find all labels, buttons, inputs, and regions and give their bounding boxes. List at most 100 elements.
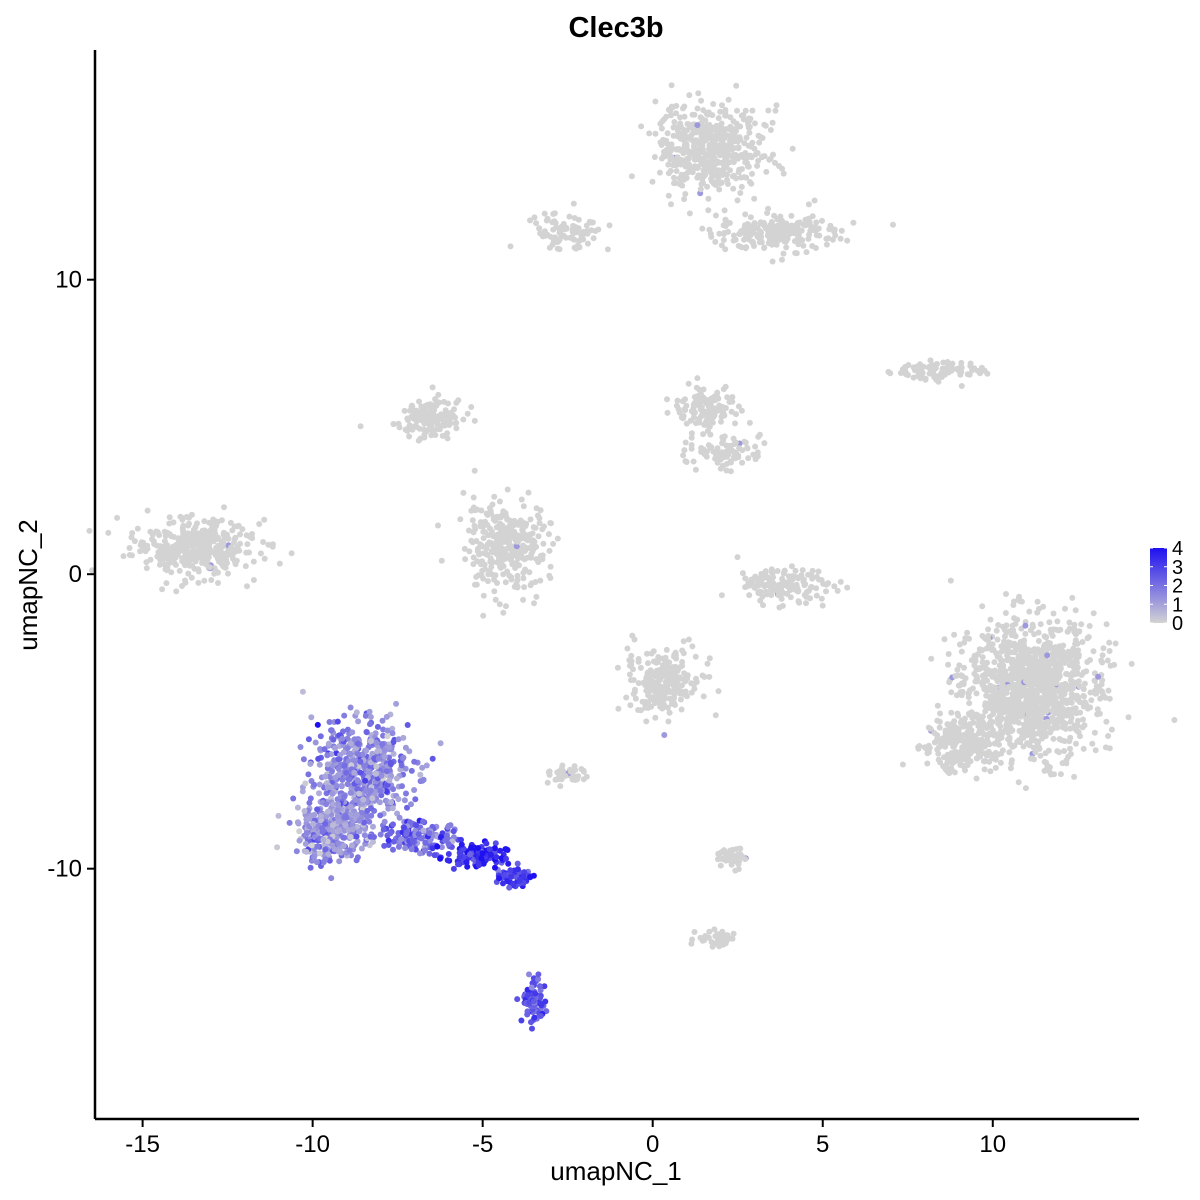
data-point [1022, 690, 1029, 697]
data-point [1106, 648, 1113, 654]
data-point [1040, 603, 1047, 610]
data-point [1084, 659, 1091, 665]
data-point [163, 580, 170, 587]
data-point [1049, 632, 1056, 639]
data-point [948, 689, 955, 696]
data-point [356, 817, 363, 824]
data-point [323, 801, 330, 808]
data-point [700, 431, 707, 438]
data-point [800, 242, 807, 249]
data-point [571, 244, 578, 251]
data-point [444, 435, 451, 442]
data-point [422, 427, 429, 434]
data-point [435, 522, 441, 529]
data-point [457, 516, 464, 523]
data-point [556, 773, 563, 780]
data-point [175, 535, 182, 542]
data-point [317, 746, 324, 752]
data-point [940, 763, 947, 770]
data-point [500, 571, 507, 578]
data-point [1068, 652, 1075, 659]
data-point [1036, 705, 1042, 711]
data-point [489, 501, 496, 508]
data-point [182, 577, 188, 584]
data-point [934, 702, 941, 709]
data-point [437, 740, 444, 747]
data-point [320, 836, 327, 843]
data-point [514, 996, 521, 1003]
data-point [899, 761, 906, 768]
data-point [1006, 736, 1013, 743]
data-point [1055, 627, 1062, 634]
data-point [945, 363, 952, 370]
data-point [708, 410, 715, 417]
data-point [630, 677, 637, 683]
data-point [724, 394, 731, 401]
data-point [144, 542, 151, 549]
data-point [665, 681, 671, 688]
data-point [768, 566, 775, 573]
data-point [677, 683, 684, 689]
data-point [329, 790, 336, 797]
data-point [311, 781, 318, 788]
data-point [488, 510, 495, 517]
data-point [997, 716, 1003, 723]
data-point [688, 149, 695, 155]
data-point [447, 409, 454, 416]
data-point [715, 115, 722, 122]
data-point [829, 236, 836, 243]
data-point [655, 654, 662, 660]
data-point [514, 549, 521, 555]
data-point [367, 721, 373, 728]
data-point [716, 186, 723, 193]
data-point [479, 567, 486, 574]
data-point [818, 595, 825, 602]
data-point [732, 867, 739, 874]
data-point [1017, 706, 1024, 713]
data-point [975, 730, 982, 737]
data-point [679, 659, 686, 665]
data-point [674, 124, 681, 131]
data-point [390, 821, 396, 828]
data-point [983, 722, 990, 729]
data-point [706, 145, 713, 152]
data-point [569, 226, 576, 233]
data-point [544, 231, 551, 238]
data-point [905, 362, 912, 368]
data-point [722, 148, 729, 155]
data-point [645, 669, 652, 676]
data-point [729, 398, 736, 405]
data-point [734, 859, 741, 866]
data-point [1087, 689, 1094, 696]
data-point [500, 609, 507, 616]
data-point [1079, 639, 1086, 645]
data-point [795, 575, 802, 582]
data-point [760, 602, 766, 609]
data-point [931, 739, 938, 746]
data-point [426, 416, 433, 423]
data-point [992, 674, 999, 680]
data-point [398, 762, 405, 769]
data-point [347, 704, 354, 711]
data-point [211, 570, 218, 577]
data-point [951, 769, 958, 776]
data-point [1010, 602, 1017, 608]
data-point [185, 553, 192, 560]
data-point [1026, 656, 1033, 663]
data-point [993, 627, 1000, 634]
data-point [670, 132, 677, 139]
data-point [942, 370, 949, 377]
data-point [415, 437, 422, 444]
data-point [947, 577, 954, 584]
data-point [381, 818, 388, 825]
data-point [666, 672, 673, 679]
data-point [683, 459, 690, 465]
data-point [386, 744, 393, 751]
data-point [1066, 625, 1073, 632]
data-point [389, 725, 396, 732]
data-point [358, 845, 365, 852]
data-point [208, 577, 215, 583]
data-point [706, 928, 713, 935]
data-point [645, 689, 652, 696]
data-point [561, 226, 568, 233]
